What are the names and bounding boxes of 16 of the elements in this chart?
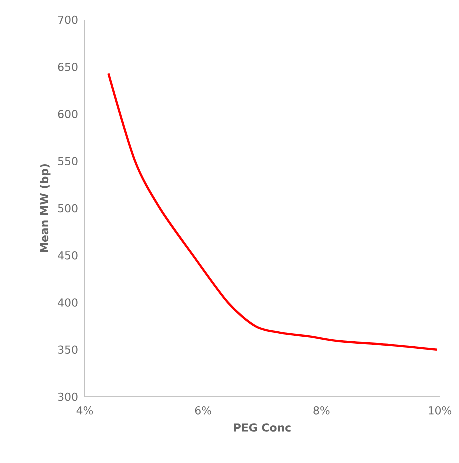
y-tick-label: 450 <box>58 251 78 260</box>
y-tick-label: 700 <box>58 16 78 24</box>
y-tick-label: 300 <box>58 392 78 402</box>
y-tick-label: 500 <box>58 204 78 213</box>
y-tick-label: 350 <box>58 346 78 354</box>
y-tick-label: 550 <box>58 157 78 166</box>
y-tick-label: 650 <box>58 62 78 72</box>
y-axis-title: Mean MW (bp) <box>40 164 51 252</box>
y-tick-label: 600 <box>58 110 78 118</box>
x-tick-label: 4% <box>76 406 94 415</box>
x-axis-title: PEG Conc <box>234 424 291 432</box>
x-tick-label: 10% <box>429 406 452 415</box>
y-tick-label: 400 <box>58 298 78 307</box>
x-tick-label: 6% <box>195 406 212 415</box>
x-tick-label: 8% <box>314 406 330 415</box>
line-series <box>108 72 438 351</box>
